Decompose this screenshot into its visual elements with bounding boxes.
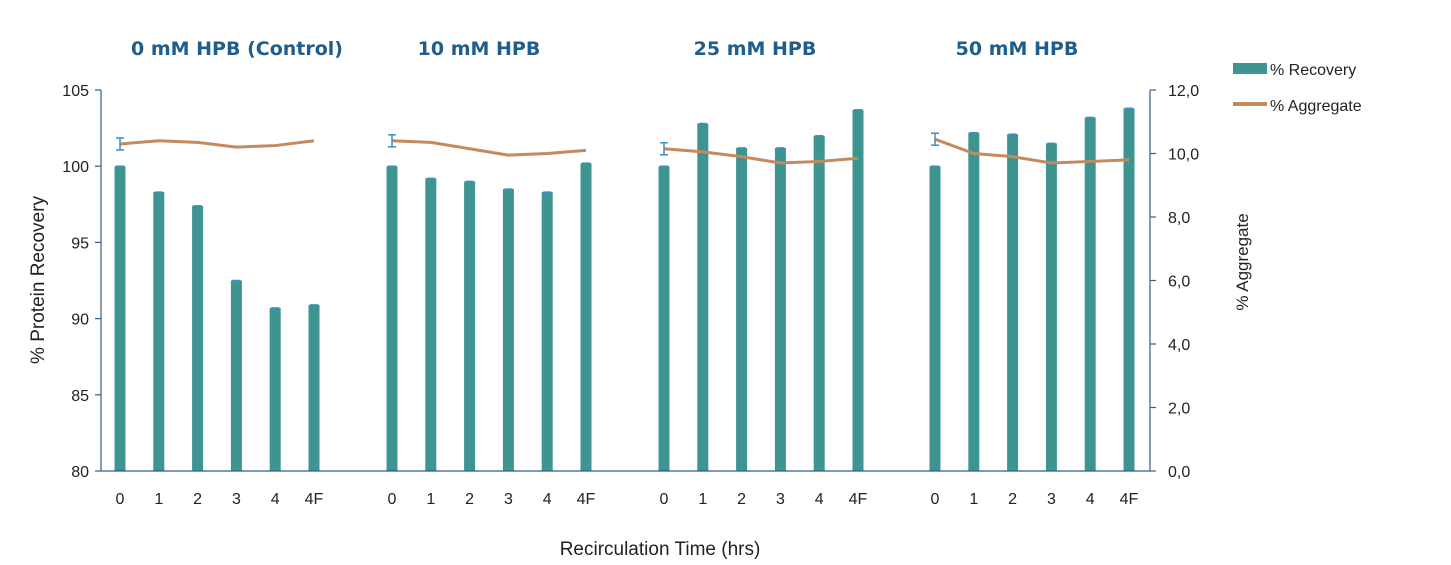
y2-axis-title: % Aggregate <box>1233 213 1252 310</box>
group-title: 0 mM HPB (Control) <box>131 38 343 60</box>
x-tick-label: 4F <box>577 491 596 508</box>
bars-layer <box>114 107 1135 472</box>
legend-swatch-recovery <box>1233 63 1267 74</box>
y2-tick-label: 6,0 <box>1168 274 1190 291</box>
y2-tick-label: 12,0 <box>1168 83 1199 100</box>
recovery-bar <box>269 307 281 471</box>
x-tick-label: 1 <box>698 491 707 508</box>
recovery-bar <box>153 192 165 471</box>
y-axis-title: % Protein Recovery <box>28 196 49 364</box>
recovery-bar <box>1045 143 1057 471</box>
x-tick-label: 1 <box>969 491 978 508</box>
recovery-bar <box>852 109 864 471</box>
x-tick-label: 3 <box>776 491 785 508</box>
x-tick-label: 0 <box>931 491 940 508</box>
recovery-bar <box>736 147 748 472</box>
x-tick-label: 4 <box>543 491 552 508</box>
group-title: 10 mM HPB <box>418 38 541 60</box>
legend-label-aggregate: % Aggregate <box>1270 98 1362 115</box>
x-axis-title: Recirculation Time (hrs) <box>560 539 761 560</box>
y2-tick-label: 2,0 <box>1168 401 1190 418</box>
y-tick-label: 80 <box>71 464 89 481</box>
recovery-bar <box>658 166 670 471</box>
x-tick-label: 2 <box>465 491 474 508</box>
y-tick-label: 100 <box>62 159 89 176</box>
legend-label-recovery: % Recovery <box>1270 62 1356 79</box>
recovery-bar <box>502 189 514 471</box>
x-tick-label: 4F <box>1120 491 1139 508</box>
y-tick-label: 90 <box>71 312 89 329</box>
recovery-bar <box>425 178 437 471</box>
recovery-bar <box>1084 117 1096 471</box>
recovery-bar <box>580 163 592 472</box>
recovery-bar <box>114 166 126 471</box>
recovery-bar <box>774 147 786 472</box>
x-tick-label: 4 <box>271 491 280 508</box>
recovery-bar <box>1123 108 1135 472</box>
recovery-bar <box>929 166 941 471</box>
recovery-bar <box>308 304 320 471</box>
x-tick-label: 4F <box>305 491 324 508</box>
y2-tick-label: 10,0 <box>1168 147 1199 164</box>
y2-tick-label: 0,0 <box>1168 464 1190 481</box>
x-tick-label: 0 <box>388 491 397 508</box>
x-tick-label: 0 <box>660 491 669 508</box>
labels-layer: 0 mM HPB (Control) 0 1 2 3 4 4F 10 mM HPB 0 1 2 3 4 4… <box>62 38 1199 508</box>
legend: % Recovery % Aggregate <box>1233 62 1362 115</box>
aggregate-line <box>119 139 315 149</box>
recovery-bar <box>968 132 980 471</box>
x-tick-label: 4 <box>815 491 824 508</box>
x-tick-label: 4F <box>849 491 868 508</box>
recovery-bar <box>697 123 709 471</box>
recovery-bar <box>813 135 825 471</box>
x-tick-label: 3 <box>504 491 513 508</box>
y2-tick-label: 8,0 <box>1168 210 1190 227</box>
recovery-bar <box>541 192 553 471</box>
x-tick-label: 2 <box>737 491 746 508</box>
y-tick-label: 85 <box>71 388 89 405</box>
aggregate-line <box>934 137 1130 165</box>
recovery-bar <box>230 280 242 471</box>
axes-layer <box>95 89 1156 472</box>
recovery-bar <box>1007 134 1019 472</box>
y-tick-label: 95 <box>71 235 89 252</box>
group-title: 50 mM HPB <box>956 38 1079 60</box>
x-tick-label: 3 <box>1047 491 1056 508</box>
x-tick-label: 4 <box>1086 491 1095 508</box>
recovery-bar <box>464 181 476 471</box>
y2-tick-label: 4,0 <box>1168 337 1190 354</box>
group-title: 25 mM HPB <box>694 38 817 60</box>
aggregate-line <box>391 139 587 157</box>
x-tick-label: 1 <box>154 491 163 508</box>
x-tick-label: 2 <box>193 491 202 508</box>
y-tick-label: 105 <box>62 83 89 100</box>
recovery-bar <box>386 166 398 471</box>
recovery-bar <box>192 205 204 471</box>
x-tick-label: 3 <box>232 491 241 508</box>
aggregate-lines-layer <box>116 132 1130 165</box>
aggregate-line <box>663 147 859 165</box>
x-tick-label: 0 <box>116 491 125 508</box>
x-tick-label: 2 <box>1008 491 1017 508</box>
x-tick-label: 1 <box>426 491 435 508</box>
